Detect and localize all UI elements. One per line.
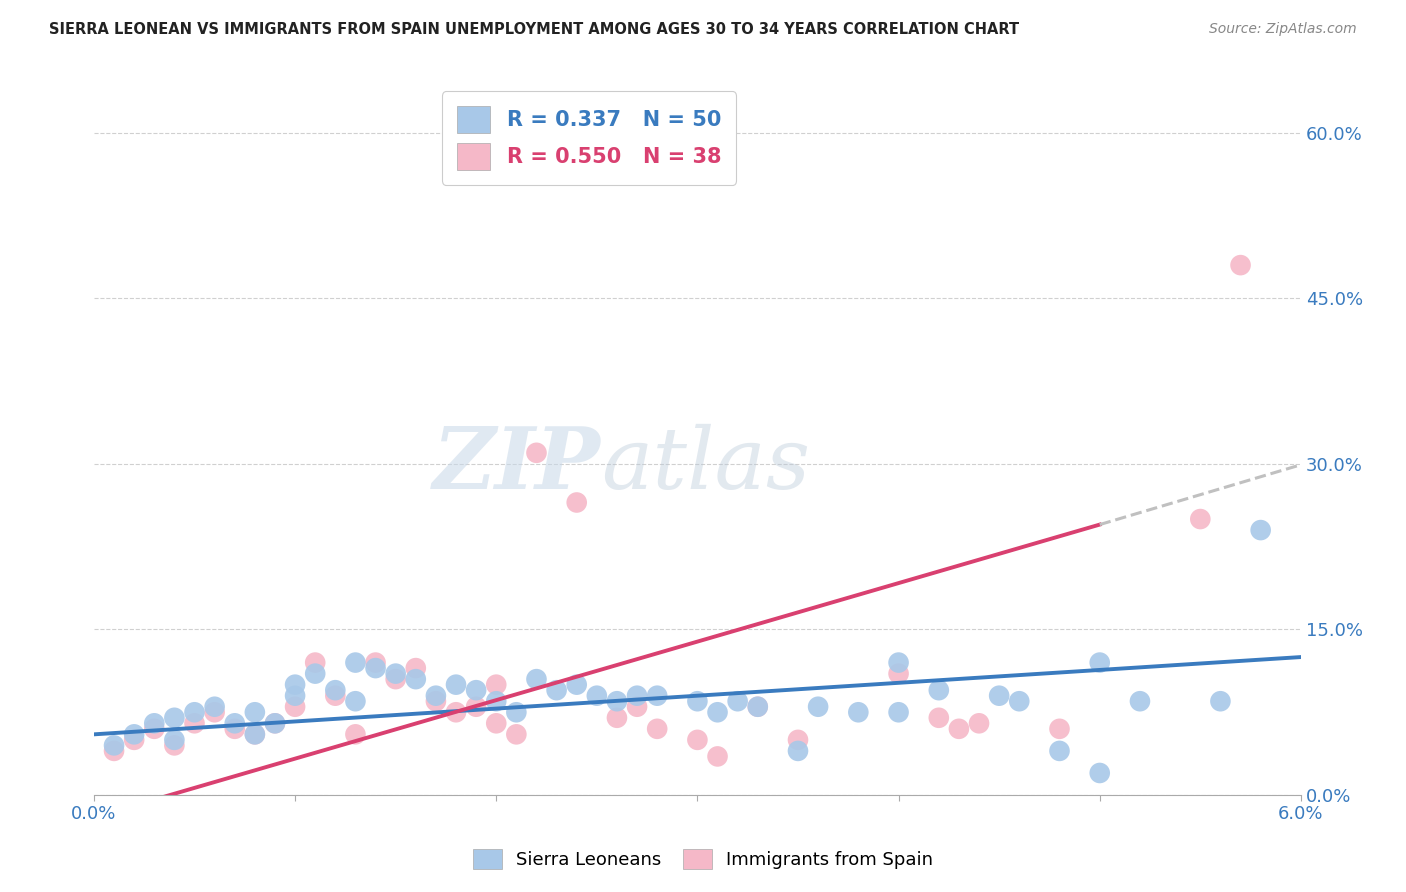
- Point: [304, 666, 326, 681]
- Text: SIERRA LEONEAN VS IMMIGRANTS FROM SPAIN UNEMPLOYMENT AMONG AGES 30 TO 34 YEARS C: SIERRA LEONEAN VS IMMIGRANTS FROM SPAIN …: [49, 22, 1019, 37]
- Point: [344, 727, 367, 741]
- Point: [425, 694, 447, 708]
- Point: [645, 689, 668, 703]
- Point: [706, 705, 728, 719]
- Point: [1229, 258, 1251, 272]
- Point: [143, 722, 166, 736]
- Point: [1088, 766, 1111, 780]
- Point: [344, 694, 367, 708]
- Point: [505, 727, 527, 741]
- Point: [526, 672, 548, 686]
- Point: [526, 446, 548, 460]
- Point: [686, 694, 709, 708]
- Point: [405, 661, 427, 675]
- Point: [444, 678, 467, 692]
- Point: [807, 699, 830, 714]
- Point: [928, 711, 950, 725]
- Point: [1129, 694, 1152, 708]
- Point: [1189, 512, 1212, 526]
- Point: [344, 656, 367, 670]
- Point: [163, 732, 186, 747]
- Point: [243, 705, 266, 719]
- Point: [787, 744, 810, 758]
- Point: [1209, 694, 1232, 708]
- Point: [645, 722, 668, 736]
- Point: [103, 744, 125, 758]
- Point: [465, 699, 488, 714]
- Point: [284, 678, 307, 692]
- Point: [304, 656, 326, 670]
- Point: [384, 666, 406, 681]
- Point: [264, 716, 287, 731]
- Point: [686, 732, 709, 747]
- Point: [405, 672, 427, 686]
- Point: [485, 694, 508, 708]
- Point: [425, 689, 447, 703]
- Point: [988, 689, 1011, 703]
- Point: [163, 739, 186, 753]
- Point: [204, 699, 226, 714]
- Point: [465, 683, 488, 698]
- Point: [565, 495, 588, 509]
- Point: [122, 727, 145, 741]
- Point: [948, 722, 970, 736]
- Point: [1008, 694, 1031, 708]
- Point: [183, 716, 205, 731]
- Point: [143, 716, 166, 731]
- Point: [264, 716, 287, 731]
- Text: ZIP: ZIP: [433, 423, 600, 507]
- Point: [485, 678, 508, 692]
- Legend: R = 0.337   N = 50, R = 0.550   N = 38: R = 0.337 N = 50, R = 0.550 N = 38: [443, 92, 735, 185]
- Point: [444, 705, 467, 719]
- Point: [606, 711, 628, 725]
- Point: [183, 705, 205, 719]
- Point: [505, 705, 527, 719]
- Point: [626, 699, 648, 714]
- Point: [727, 694, 749, 708]
- Text: atlas: atlas: [600, 424, 810, 507]
- Point: [546, 683, 568, 698]
- Point: [364, 661, 387, 675]
- Point: [323, 689, 346, 703]
- Text: Source: ZipAtlas.com: Source: ZipAtlas.com: [1209, 22, 1357, 37]
- Point: [224, 716, 246, 731]
- Point: [323, 683, 346, 698]
- Point: [224, 722, 246, 736]
- Point: [103, 739, 125, 753]
- Point: [887, 666, 910, 681]
- Point: [606, 694, 628, 708]
- Point: [1250, 523, 1272, 537]
- Point: [284, 699, 307, 714]
- Point: [1049, 722, 1071, 736]
- Point: [967, 716, 990, 731]
- Point: [565, 678, 588, 692]
- Point: [887, 656, 910, 670]
- Point: [243, 727, 266, 741]
- Point: [887, 705, 910, 719]
- Point: [747, 699, 769, 714]
- Point: [1049, 744, 1071, 758]
- Point: [122, 732, 145, 747]
- Point: [585, 689, 607, 703]
- Point: [706, 749, 728, 764]
- Point: [928, 683, 950, 698]
- Point: [204, 705, 226, 719]
- Point: [846, 705, 869, 719]
- Legend: Sierra Leoneans, Immigrants from Spain: Sierra Leoneans, Immigrants from Spain: [464, 839, 942, 879]
- Point: [787, 732, 810, 747]
- Point: [163, 711, 186, 725]
- Point: [364, 656, 387, 670]
- Point: [485, 716, 508, 731]
- Point: [284, 689, 307, 703]
- Point: [747, 699, 769, 714]
- Point: [384, 672, 406, 686]
- Point: [626, 689, 648, 703]
- Point: [1088, 656, 1111, 670]
- Point: [243, 727, 266, 741]
